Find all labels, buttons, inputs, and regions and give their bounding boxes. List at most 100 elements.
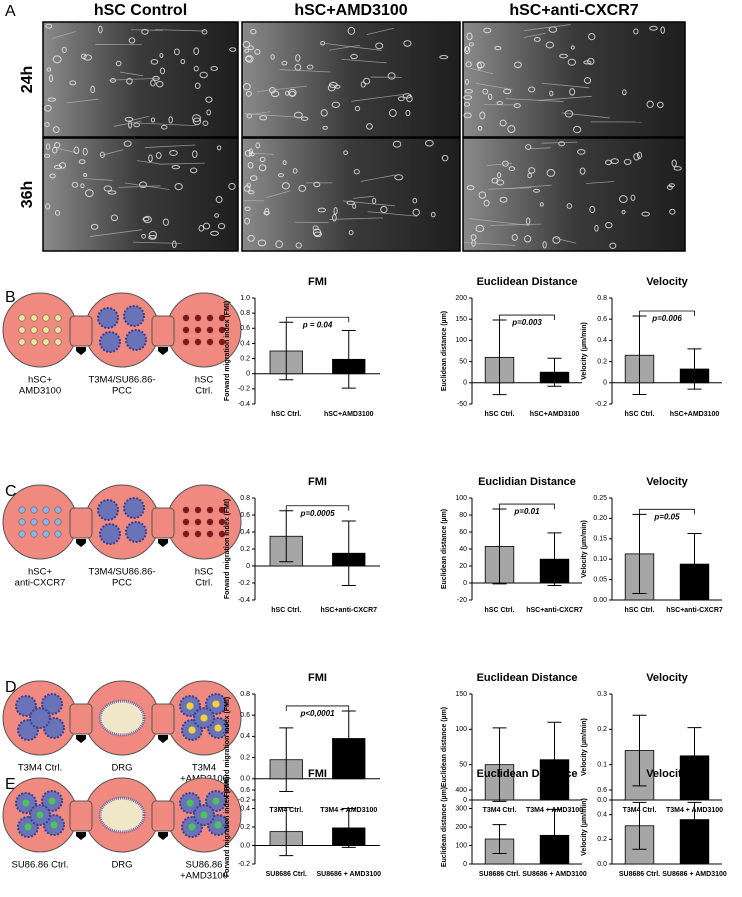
cell xyxy=(133,122,140,128)
cell-dot xyxy=(54,326,62,334)
cell xyxy=(255,142,261,149)
cell xyxy=(312,225,319,231)
cell xyxy=(354,106,361,112)
y-tick-label: 0.2 xyxy=(597,836,607,843)
cell-dot xyxy=(218,314,226,322)
micrograph xyxy=(462,137,686,252)
process xyxy=(118,185,161,188)
chart-title: FMI xyxy=(308,276,327,288)
diagram-label: T3M4/SU86.86- xyxy=(88,567,155,578)
y-axis-label: Velocity (µm/min) xyxy=(581,798,588,856)
process xyxy=(113,120,142,127)
cell xyxy=(464,78,470,85)
error-bar xyxy=(632,714,647,787)
y-tick-label: 0.2 xyxy=(597,726,607,733)
y-tick-label: 50 xyxy=(459,358,467,365)
connector xyxy=(69,703,93,735)
significance-bracket xyxy=(499,503,555,510)
x-tick-label: hSC Ctrl. xyxy=(485,607,515,614)
chamber xyxy=(2,484,78,560)
panel-label: B xyxy=(5,289,16,306)
diagram-label: Ctrl. xyxy=(195,386,212,397)
marker xyxy=(200,714,208,722)
drg xyxy=(98,699,146,737)
y-tick-label: 200 xyxy=(455,295,467,302)
cell xyxy=(285,90,290,96)
marker xyxy=(188,823,196,831)
cell xyxy=(228,182,236,190)
cell xyxy=(479,111,486,120)
cell-dot xyxy=(218,338,226,346)
y-tick-label: 150 xyxy=(455,691,467,698)
process xyxy=(243,113,301,118)
cell xyxy=(171,165,181,170)
cell xyxy=(45,143,51,150)
cell-dot xyxy=(54,518,62,526)
process xyxy=(256,85,307,93)
y-axis-label: Forward migration index (FMI) xyxy=(224,777,231,877)
marker xyxy=(186,702,194,710)
y-tick-label: 0.8 xyxy=(240,691,250,698)
cell xyxy=(107,190,117,195)
x-tick-label: hSC Ctrl. xyxy=(625,411,655,418)
process xyxy=(555,237,577,244)
y-tick-label: 40 xyxy=(459,546,467,553)
cell xyxy=(257,239,267,247)
row-label: 24h xyxy=(19,66,36,94)
y-tick-label: 100 xyxy=(455,726,467,733)
cell xyxy=(483,199,490,207)
tumor-cell xyxy=(41,693,63,715)
y-tick-label: -0.4 xyxy=(238,401,250,408)
micrograph xyxy=(42,137,239,252)
process xyxy=(144,144,196,148)
x-tick-label: hSC Ctrl. xyxy=(625,607,655,614)
cell xyxy=(123,140,132,147)
cell xyxy=(570,45,575,50)
cell-dot xyxy=(42,314,50,322)
cell xyxy=(669,208,676,215)
cell-dot xyxy=(218,530,226,538)
cell xyxy=(110,214,119,222)
y-tick-label: 80 xyxy=(459,512,467,519)
cell xyxy=(609,242,617,249)
cell xyxy=(49,74,54,83)
cell xyxy=(103,185,113,192)
cell xyxy=(372,197,377,204)
y-tick-label: 0.6 xyxy=(240,512,250,519)
y-tick-label: 100 xyxy=(455,842,467,849)
error-bar xyxy=(279,321,294,381)
cell xyxy=(69,80,77,86)
cell xyxy=(306,64,314,70)
error-bar xyxy=(492,727,507,802)
connector xyxy=(69,507,93,539)
process xyxy=(470,67,493,75)
cell xyxy=(405,109,411,117)
cell-dot xyxy=(206,518,214,526)
cell xyxy=(90,85,96,94)
marker xyxy=(212,700,220,708)
diagram-label: T3M4/SU86.86- xyxy=(88,375,155,386)
cell xyxy=(275,240,283,249)
cell xyxy=(52,55,62,64)
cell xyxy=(281,60,288,66)
valve xyxy=(158,735,168,743)
cell xyxy=(71,181,79,188)
y-tick-label: 0 xyxy=(463,861,467,868)
cell xyxy=(148,154,153,163)
y-tick-label: 0.00 xyxy=(593,597,607,604)
cell-dot xyxy=(18,530,26,538)
cell xyxy=(566,203,573,209)
significance-bracket xyxy=(639,508,695,515)
cell xyxy=(73,146,80,155)
y-tick-label: 0 xyxy=(246,371,250,378)
marker xyxy=(50,821,58,829)
y-tick-label: 150 xyxy=(455,316,467,323)
x-tick-label: hSC+AMD3100 xyxy=(324,411,374,418)
cell xyxy=(660,26,666,34)
micrograph xyxy=(462,21,686,138)
marker xyxy=(24,823,32,831)
y-tick-label: 0.05 xyxy=(593,576,607,583)
cell-dot xyxy=(30,518,38,526)
cell xyxy=(45,203,51,210)
process xyxy=(351,94,403,102)
